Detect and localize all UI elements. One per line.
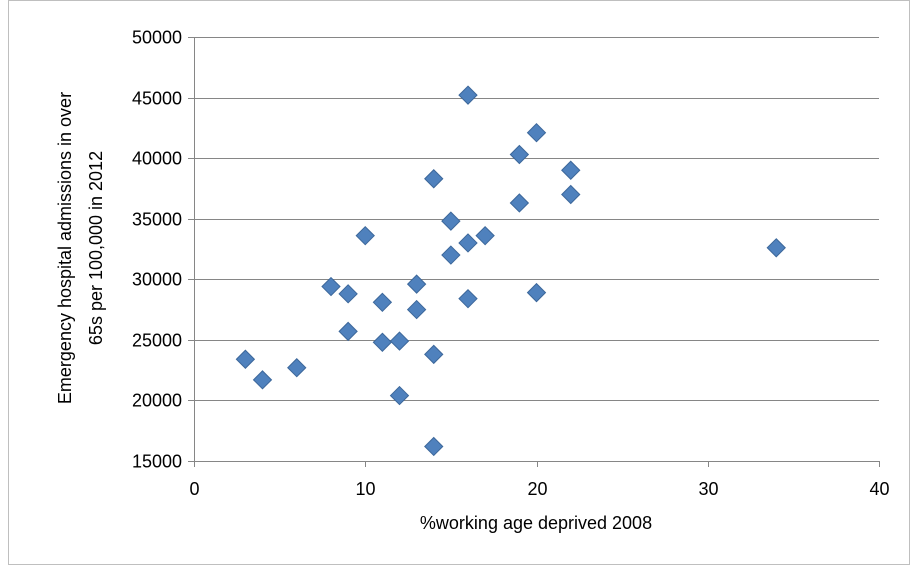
gridlines [194, 37, 879, 401]
tick-labels: 15000 20000 25000 30000 35000 40000 45000 50000… [132, 28, 890, 500]
data-point-13 [406, 299, 427, 320]
data-point-3 [287, 358, 307, 378]
data-point-14 [424, 169, 444, 189]
data-point-23 [509, 144, 530, 165]
data-point-28 [561, 184, 581, 205]
data-point-5 [338, 284, 358, 304]
data-point-6 [338, 321, 358, 342]
y-tick-label: 35000 [132, 210, 182, 230]
axes [188, 37, 880, 467]
data-point-4 [321, 276, 341, 297]
x-tick-label: 0 [189, 479, 199, 499]
y-tick-label: 45000 [132, 89, 182, 109]
y-tick-label: 25000 [132, 331, 182, 351]
data-point-9 [372, 332, 393, 352]
data-point-21 [458, 288, 478, 309]
x-axis-label: %working age deprived 2008 [420, 513, 652, 533]
data-point-10 [389, 331, 410, 351]
y-axis-label-line-1: Emergency hospital admissions in over [55, 92, 75, 404]
data-point-1 [235, 349, 256, 369]
y-axis-label-line-2: 65s per 100,000 in 2012 [86, 151, 106, 345]
data-point-27 [561, 160, 581, 180]
data-point-8 [372, 292, 393, 313]
x-tick-label: 30 [698, 479, 718, 499]
data-point-15 [424, 344, 444, 365]
data-point-11 [389, 385, 410, 406]
data-point-2 [252, 370, 273, 390]
data-point-12 [406, 274, 427, 294]
x-tick-label: 20 [527, 479, 547, 499]
data-point-22 [475, 225, 495, 246]
data-point-16 [424, 436, 444, 457]
data-points [235, 85, 786, 457]
data-point-25 [526, 122, 547, 143]
x-tick-label: 10 [355, 479, 375, 499]
y-tick-label: 30000 [132, 270, 182, 290]
y-tick-label: 40000 [132, 149, 182, 169]
data-point-17 [441, 211, 461, 231]
y-tick-label: 50000 [132, 28, 182, 48]
data-point-19 [458, 85, 478, 105]
x-tick-label: 40 [869, 479, 889, 499]
y-tick-label: 20000 [132, 391, 182, 411]
data-point-24 [509, 193, 530, 213]
y-tick-label: 15000 [132, 452, 182, 472]
data-point-26 [526, 282, 547, 303]
data-point-20 [458, 233, 478, 253]
data-point-18 [441, 245, 461, 265]
data-point-7 [355, 225, 375, 246]
data-point-29 [766, 238, 786, 258]
y-axis-label: Emergency hospital admissions in over 65… [55, 92, 106, 404]
